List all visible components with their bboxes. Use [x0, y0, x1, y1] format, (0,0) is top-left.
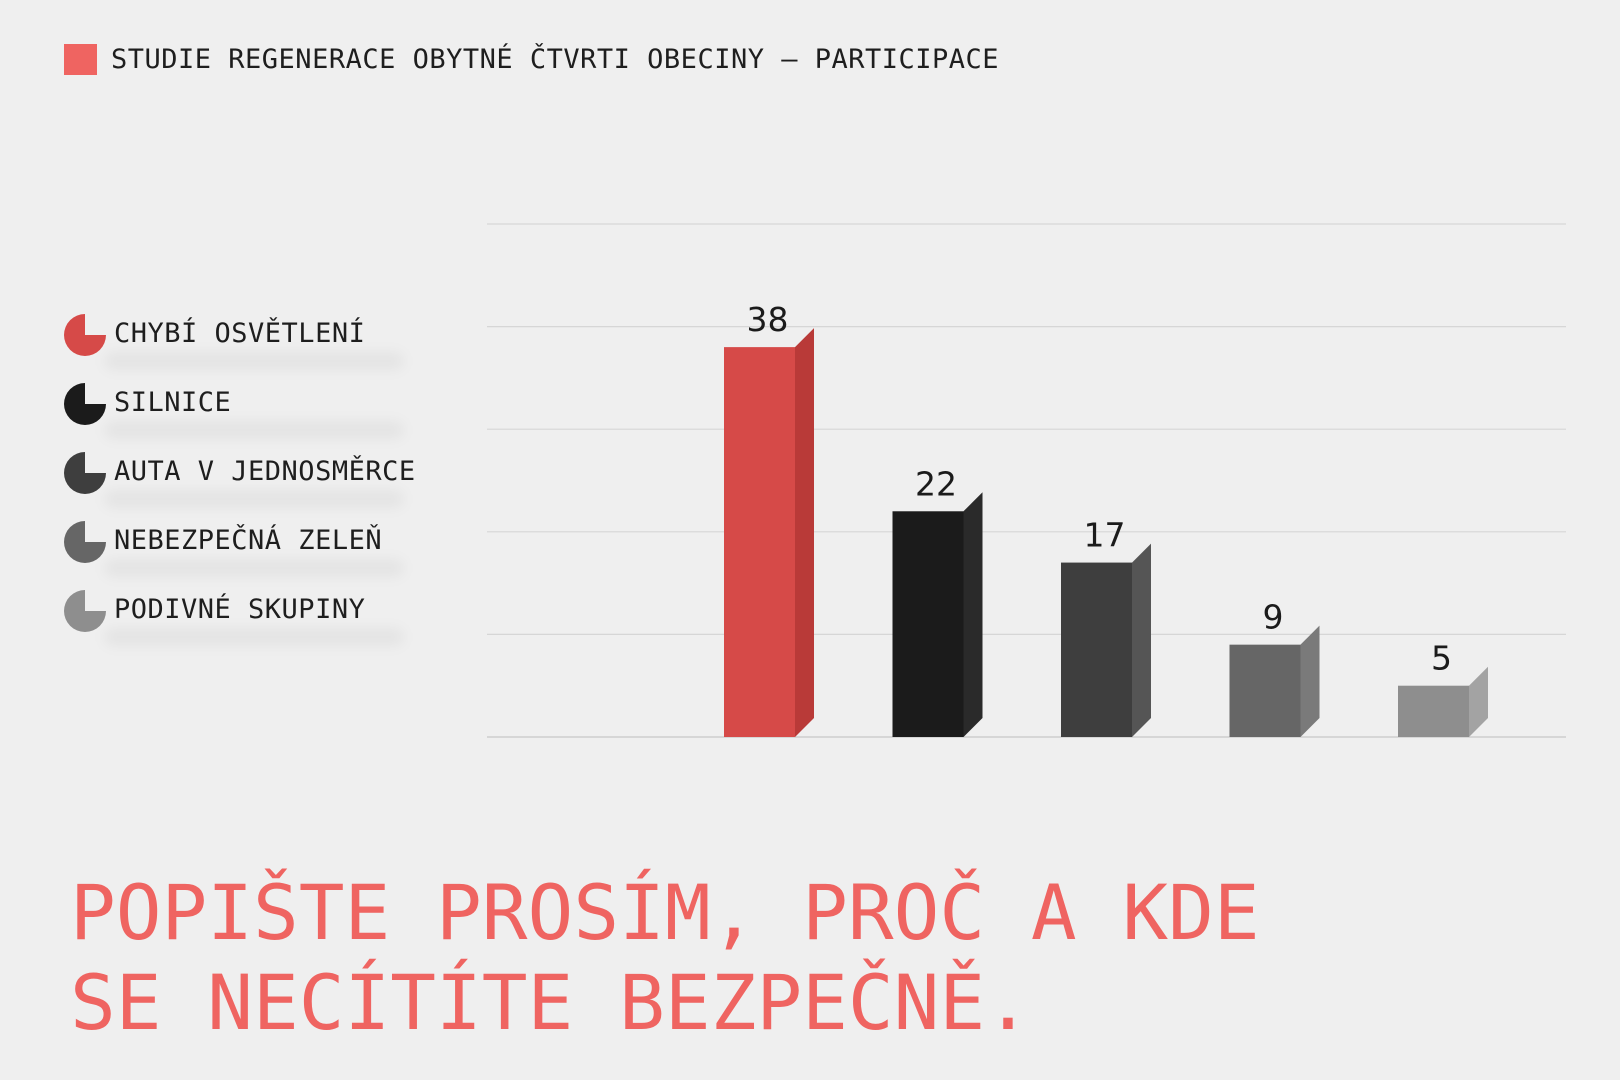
legend-label: CHYBÍ OSVĚTLENÍ: [114, 318, 366, 349]
pie-icon: [64, 590, 106, 632]
bar: [724, 328, 814, 737]
bar-chart: 38 22 17 9 5: [487, 223, 1566, 738]
legend-shadow: [104, 352, 404, 370]
bar-side: [795, 328, 814, 737]
bar-value-label: 17: [1084, 516, 1126, 555]
pie-icon: [64, 521, 106, 563]
legend-shadow: [104, 490, 404, 508]
bar-front: [1061, 562, 1132, 737]
bar-side: [1132, 543, 1151, 737]
legend-shadow: [104, 559, 404, 577]
header: STUDIE REGENERACE OBYTNÉ ČTVRTI OBECINY …: [64, 44, 999, 75]
bar-side: [1469, 666, 1488, 737]
bar: [1061, 543, 1151, 737]
legend-item: SILNICE: [64, 383, 484, 452]
legend-item: AUTA V JEDNOSMĚRCE: [64, 452, 484, 521]
bar: [1229, 625, 1320, 737]
page-title: STUDIE REGENERACE OBYTNÉ ČTVRTI OBECINY …: [111, 44, 1000, 75]
pie-icon: [64, 314, 106, 356]
legend-item: NEBEZPEČNÁ ZELEŇ: [64, 521, 484, 590]
bar-value-label: 9: [1263, 598, 1284, 637]
call-to-action: POPIŠTE PROSÍM, PROČ A KDE SE NECÍTÍTE B…: [70, 868, 1370, 1048]
bar-front: [1398, 685, 1469, 737]
call-to-action-line-2: SE NECÍTÍTE BEZPEČNĚ.: [70, 958, 1031, 1047]
bar-side: [963, 492, 983, 737]
legend-label: SILNICE: [114, 387, 232, 418]
pie-icon: [64, 452, 106, 494]
legend: CHYBÍ OSVĚTLENÍ SILNICE AUTA V JEDNOSMĚR…: [64, 314, 484, 659]
pie-icon: [64, 383, 106, 425]
legend-label: PODIVNÉ SKUPINY: [114, 594, 366, 625]
legend-label: AUTA V JEDNOSMĚRCE: [114, 456, 416, 487]
legend-item: PODIVNÉ SKUPINY: [64, 590, 484, 659]
legend-shadow: [104, 421, 404, 439]
bar: [1398, 666, 1488, 737]
bar-front: [892, 511, 964, 737]
bar: [892, 492, 983, 737]
bar-value-label: 38: [747, 300, 789, 339]
legend-shadow: [104, 628, 404, 646]
bar-front: [724, 347, 795, 737]
legend-item: CHYBÍ OSVĚTLENÍ: [64, 314, 484, 383]
bar-side: [1300, 625, 1320, 737]
legend-label: NEBEZPEČNÁ ZELEŇ: [114, 525, 383, 556]
bar-value-label: 22: [915, 464, 957, 503]
header-accent-square: [64, 44, 97, 75]
call-to-action-line-1: POPIŠTE PROSÍM, PROČ A KDE: [70, 868, 1260, 957]
bar-front: [1229, 644, 1301, 737]
bar-value-label: 5: [1431, 639, 1452, 678]
